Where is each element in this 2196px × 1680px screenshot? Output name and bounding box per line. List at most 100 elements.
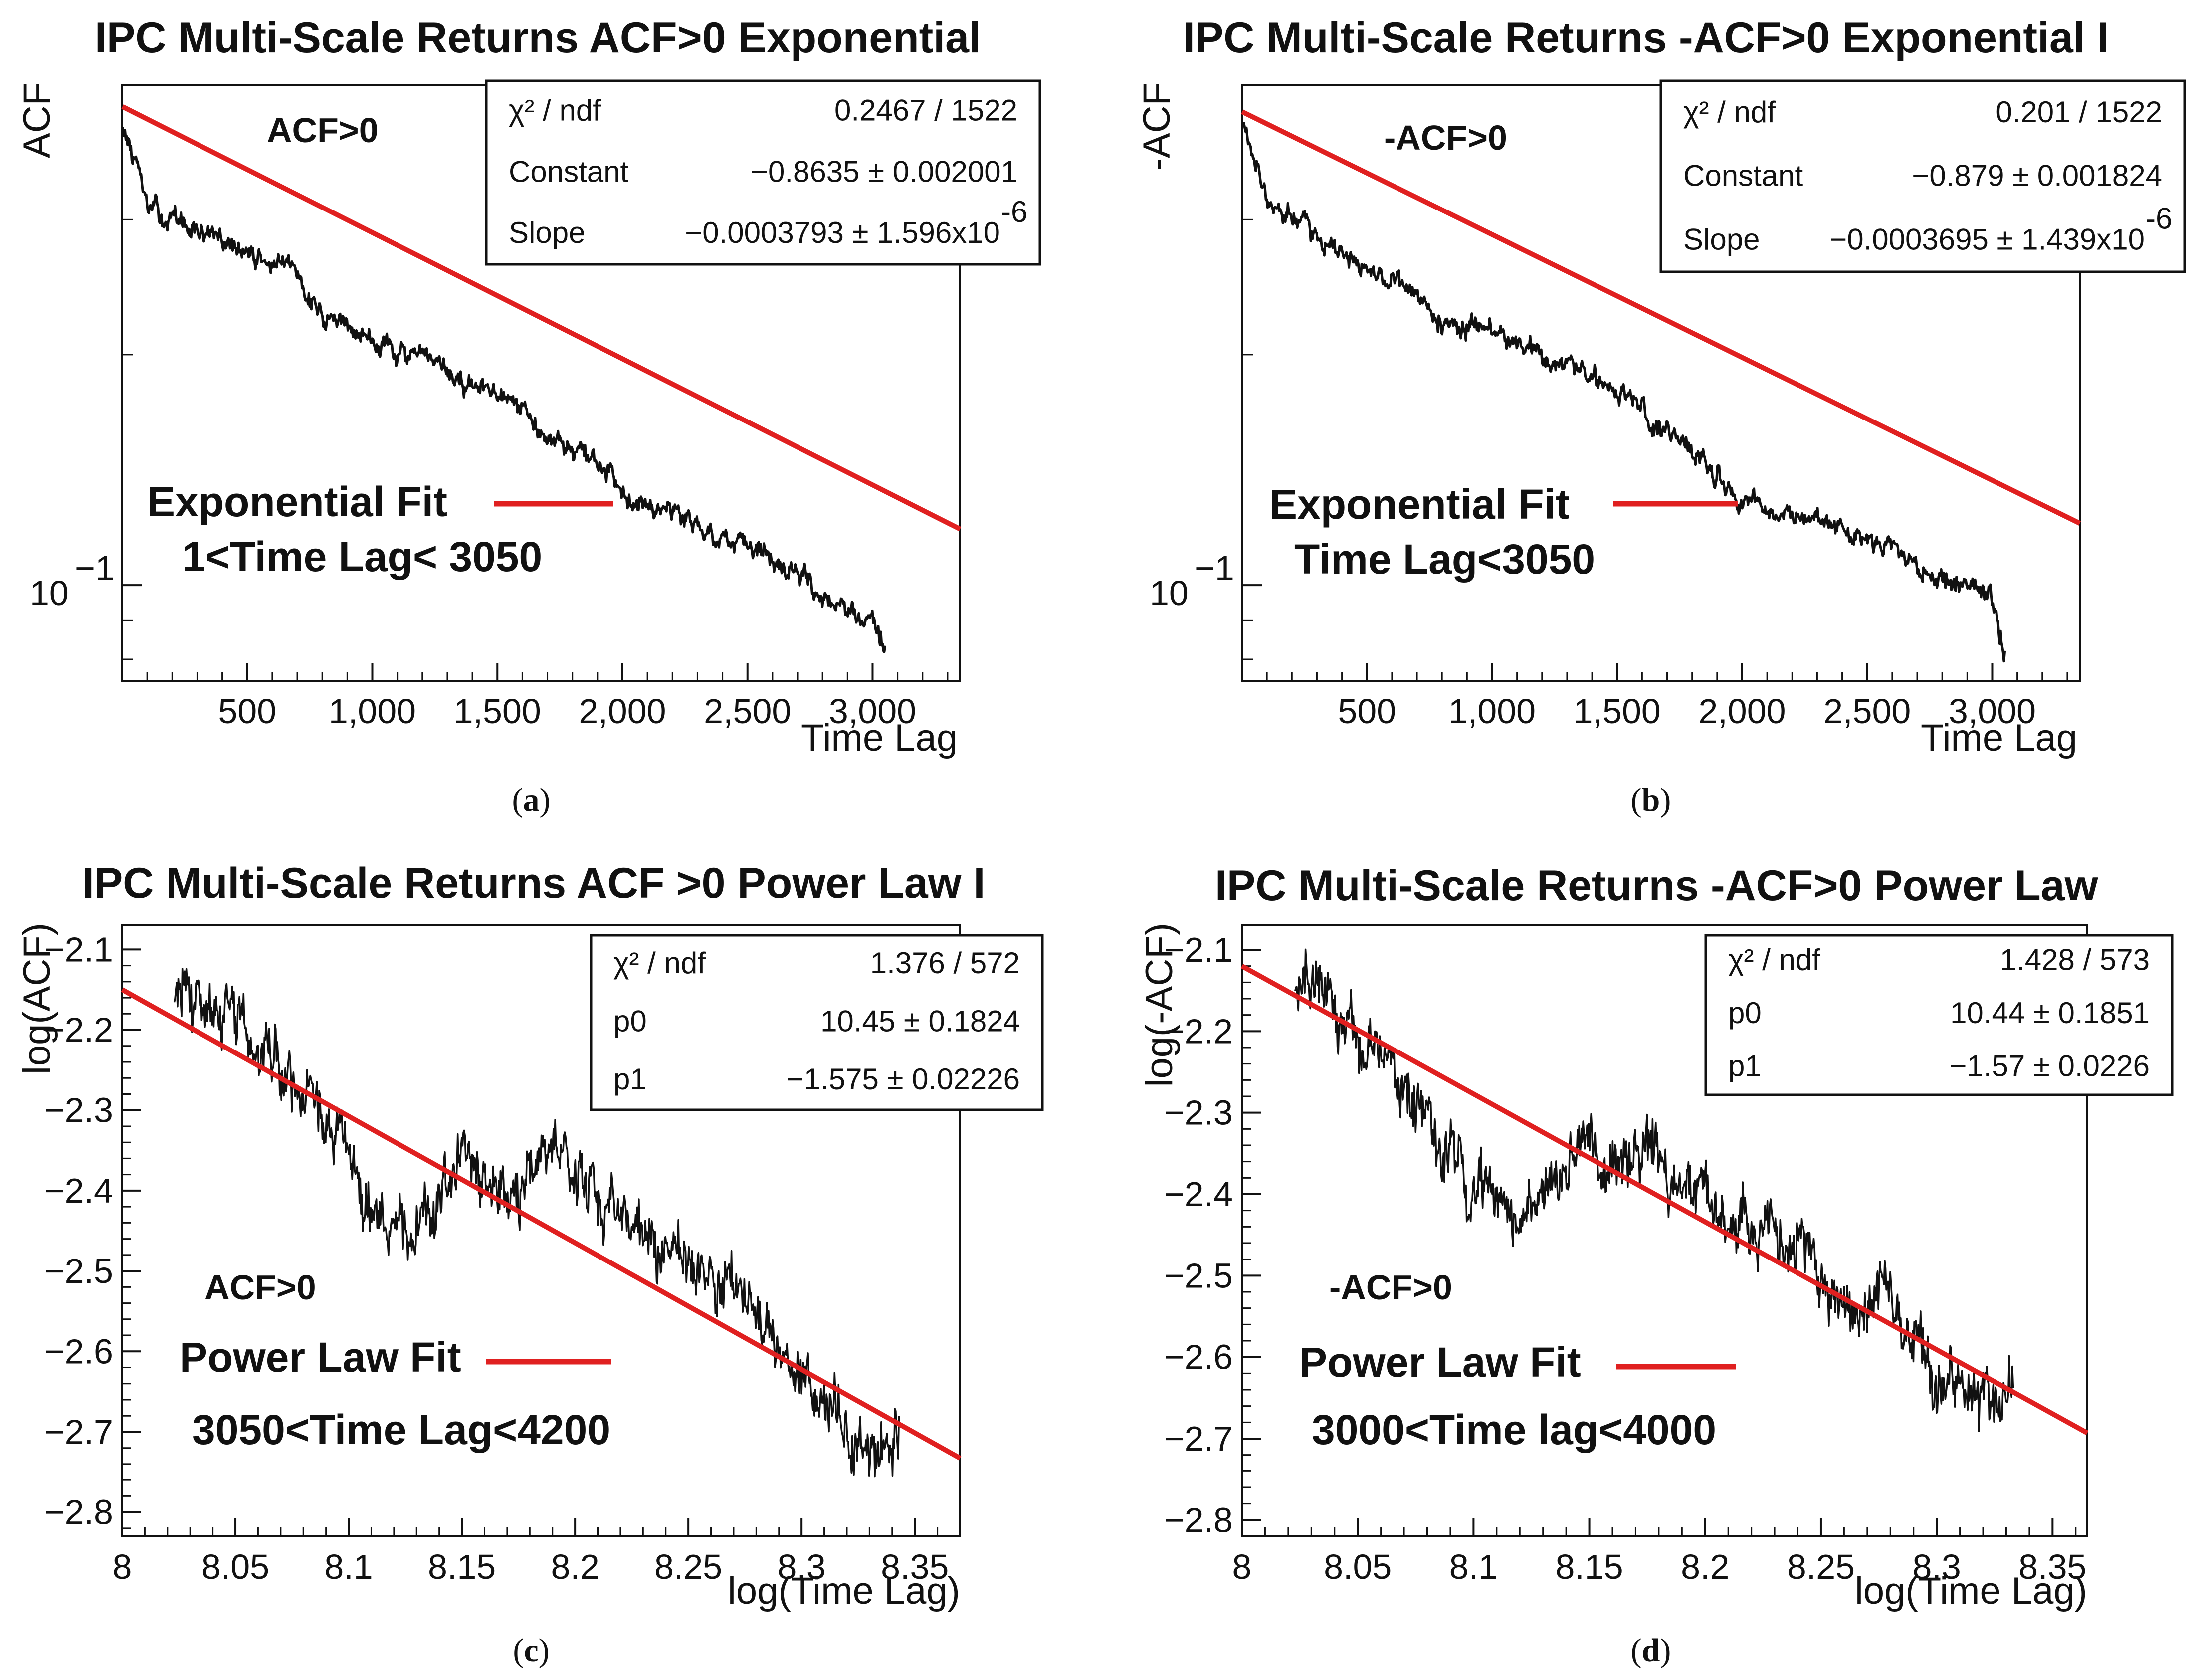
fit-annotation: Power Law Fit (1299, 1339, 1581, 1386)
x-tick-label: 8.2 (551, 1547, 599, 1586)
fit-annotation: Exponential Fit (147, 478, 447, 525)
stat-exponent: -6 (2146, 202, 2172, 235)
y-axis-label: ACF (16, 82, 58, 158)
y-tick-label: −2.7 (1164, 1419, 1233, 1458)
x-axis-label: Time Lag (1921, 717, 2077, 759)
chart-title: IPC Multi-Scale Returns ACF>0 Exponentia… (95, 14, 981, 62)
stat-value: −1.57 ± 0.0226 (1949, 1050, 2150, 1083)
plot-frame (1241, 924, 2088, 1537)
stat-label: p1 (1728, 1050, 1762, 1083)
fit-line (121, 987, 962, 1461)
chart-panel-b: IPC Multi-Scale Returns -ACF>0 Exponenti… (1136, 14, 2186, 818)
stat-label: Slope (1683, 222, 1760, 256)
x-tick-label: 3,000 (1949, 692, 2036, 731)
y-tick-label: −2.4 (44, 1171, 113, 1210)
stat-value: 10.45 ± 0.1824 (820, 1005, 1020, 1038)
y-tick-label: −2.3 (1164, 1093, 1233, 1132)
x-tick-label: 8 (1232, 1547, 1252, 1586)
stat-label: χ² / ndf (1683, 95, 1776, 129)
chart-title: IPC Multi-Scale Returns -ACF>0 Power Law (1215, 862, 2099, 910)
stat-label: χ² / ndf (613, 946, 706, 980)
x-tick-label: 1,500 (1574, 692, 1661, 731)
y-tick-label: −2.8 (1164, 1500, 1233, 1539)
stat-value: 1.376 / 572 (870, 946, 1020, 980)
panel-caption: (b) (1631, 782, 1671, 818)
range-annotation: 3050<Time Lag<4200 (192, 1406, 610, 1453)
stat-value: 0.2467 / 1522 (834, 94, 1017, 127)
x-tick-label: 2,500 (1823, 692, 1911, 731)
x-tick-label: 8.15 (1555, 1547, 1623, 1586)
y-tick-label: −2.6 (1164, 1338, 1233, 1377)
fit-annotation: Power Law Fit (180, 1334, 461, 1381)
chart-panel-a: IPC Multi-Scale Returns ACF>0 Exponentia… (16, 14, 1041, 818)
stat-label: p0 (613, 1005, 647, 1038)
stat-label: χ² / ndf (1728, 943, 1820, 976)
fit-stats-box (1704, 934, 2174, 1096)
x-tick-label: 3,000 (829, 692, 916, 731)
y-tick-label: −2.5 (44, 1252, 113, 1290)
y-tick-label: −2.8 (44, 1493, 113, 1532)
y-tick-label: 10 (30, 574, 69, 613)
stat-label: Constant (509, 155, 628, 188)
fit-stats-box (485, 79, 1041, 266)
panel-caption-letter: a (523, 782, 540, 818)
stat-value: −1.575 ± 0.02226 (787, 1062, 1020, 1096)
x-tick-label: 500 (1338, 692, 1396, 731)
panel-caption-letter: d (1642, 1632, 1660, 1669)
x-tick-label: 8.25 (654, 1547, 722, 1586)
panel-caption: (a) (512, 782, 551, 818)
stat-label: p1 (613, 1062, 647, 1096)
series-annotation: -ACF>0 (1384, 118, 1507, 157)
fit-stats-box (1659, 79, 2186, 273)
panel-caption: (d) (1631, 1632, 1671, 1669)
data-series-line (1241, 122, 2006, 663)
fit-annotation: Exponential Fit (1269, 481, 1570, 528)
x-axis-label: Time Lag (801, 717, 958, 759)
stat-value: 1.428 / 573 (2000, 943, 2150, 976)
x-tick-label: 2,500 (704, 692, 791, 731)
y-tick-label: −2.5 (1164, 1256, 1233, 1295)
y-tick-label: −2.4 (1164, 1175, 1233, 1214)
stat-label: p0 (1728, 996, 1762, 1030)
x-axis-label: log(Time Lag) (728, 1570, 960, 1612)
stat-value: 10.44 ± 0.1851 (1950, 996, 2150, 1030)
panel-caption-letter: b (1642, 782, 1660, 818)
y-axis-label: -ACF (1136, 82, 1178, 171)
x-tick-label: 8.1 (1449, 1547, 1498, 1586)
y-tick-label: −2.7 (44, 1412, 113, 1451)
panel-caption-letter: c (524, 1632, 538, 1669)
stat-label: χ² / ndf (509, 94, 601, 127)
x-tick-label: 8.3 (778, 1547, 826, 1586)
stat-value: 0.201 / 1522 (1996, 95, 2162, 129)
x-tick-label: 8.35 (2018, 1547, 2086, 1586)
chart-title: IPC Multi-Scale Returns ACF >0 Power Law… (82, 859, 985, 907)
fit-line (1241, 109, 2081, 526)
x-tick-label: 8 (113, 1547, 132, 1586)
stat-value: −0.8635 ± 0.002001 (751, 155, 1017, 188)
x-tick-label: 8.1 (324, 1547, 373, 1586)
chart-panel-c: IPC Multi-Scale Returns ACF >0 Power Law… (16, 859, 1044, 1669)
y-tick-label: −2.2 (44, 1011, 113, 1050)
y-axis-label: log(ACF) (16, 923, 58, 1074)
y-tick-label: −2.2 (1164, 1012, 1233, 1050)
data-series-line (121, 127, 887, 653)
x-tick-label: 8.05 (201, 1547, 269, 1586)
x-tick-label: 8.25 (1787, 1547, 1855, 1586)
x-tick-label: 2,000 (579, 692, 666, 731)
stat-value: −0.0003695 ± 1.439x10 (1829, 222, 2145, 256)
x-tick-label: 8.15 (428, 1547, 496, 1586)
series-annotation: ACF>0 (204, 1268, 316, 1307)
y-tick-label: −2.6 (44, 1332, 113, 1371)
stat-value: −0.879 ± 0.001824 (1912, 159, 2162, 193)
x-tick-label: 8.2 (1681, 1547, 1729, 1586)
range-annotation: 1<Time Lag< 3050 (182, 533, 542, 580)
fit-stats-box (590, 934, 1044, 1111)
x-tick-label: 8.05 (1324, 1547, 1392, 1586)
series-annotation: -ACF>0 (1329, 1268, 1452, 1307)
range-annotation: Time Lag<3050 (1294, 536, 1595, 583)
y-axis-label: log(-ACF) (1138, 923, 1181, 1087)
x-tick-label: 1,000 (329, 692, 416, 731)
fit-line (1240, 964, 2089, 1436)
x-tick-label: 500 (218, 692, 276, 731)
